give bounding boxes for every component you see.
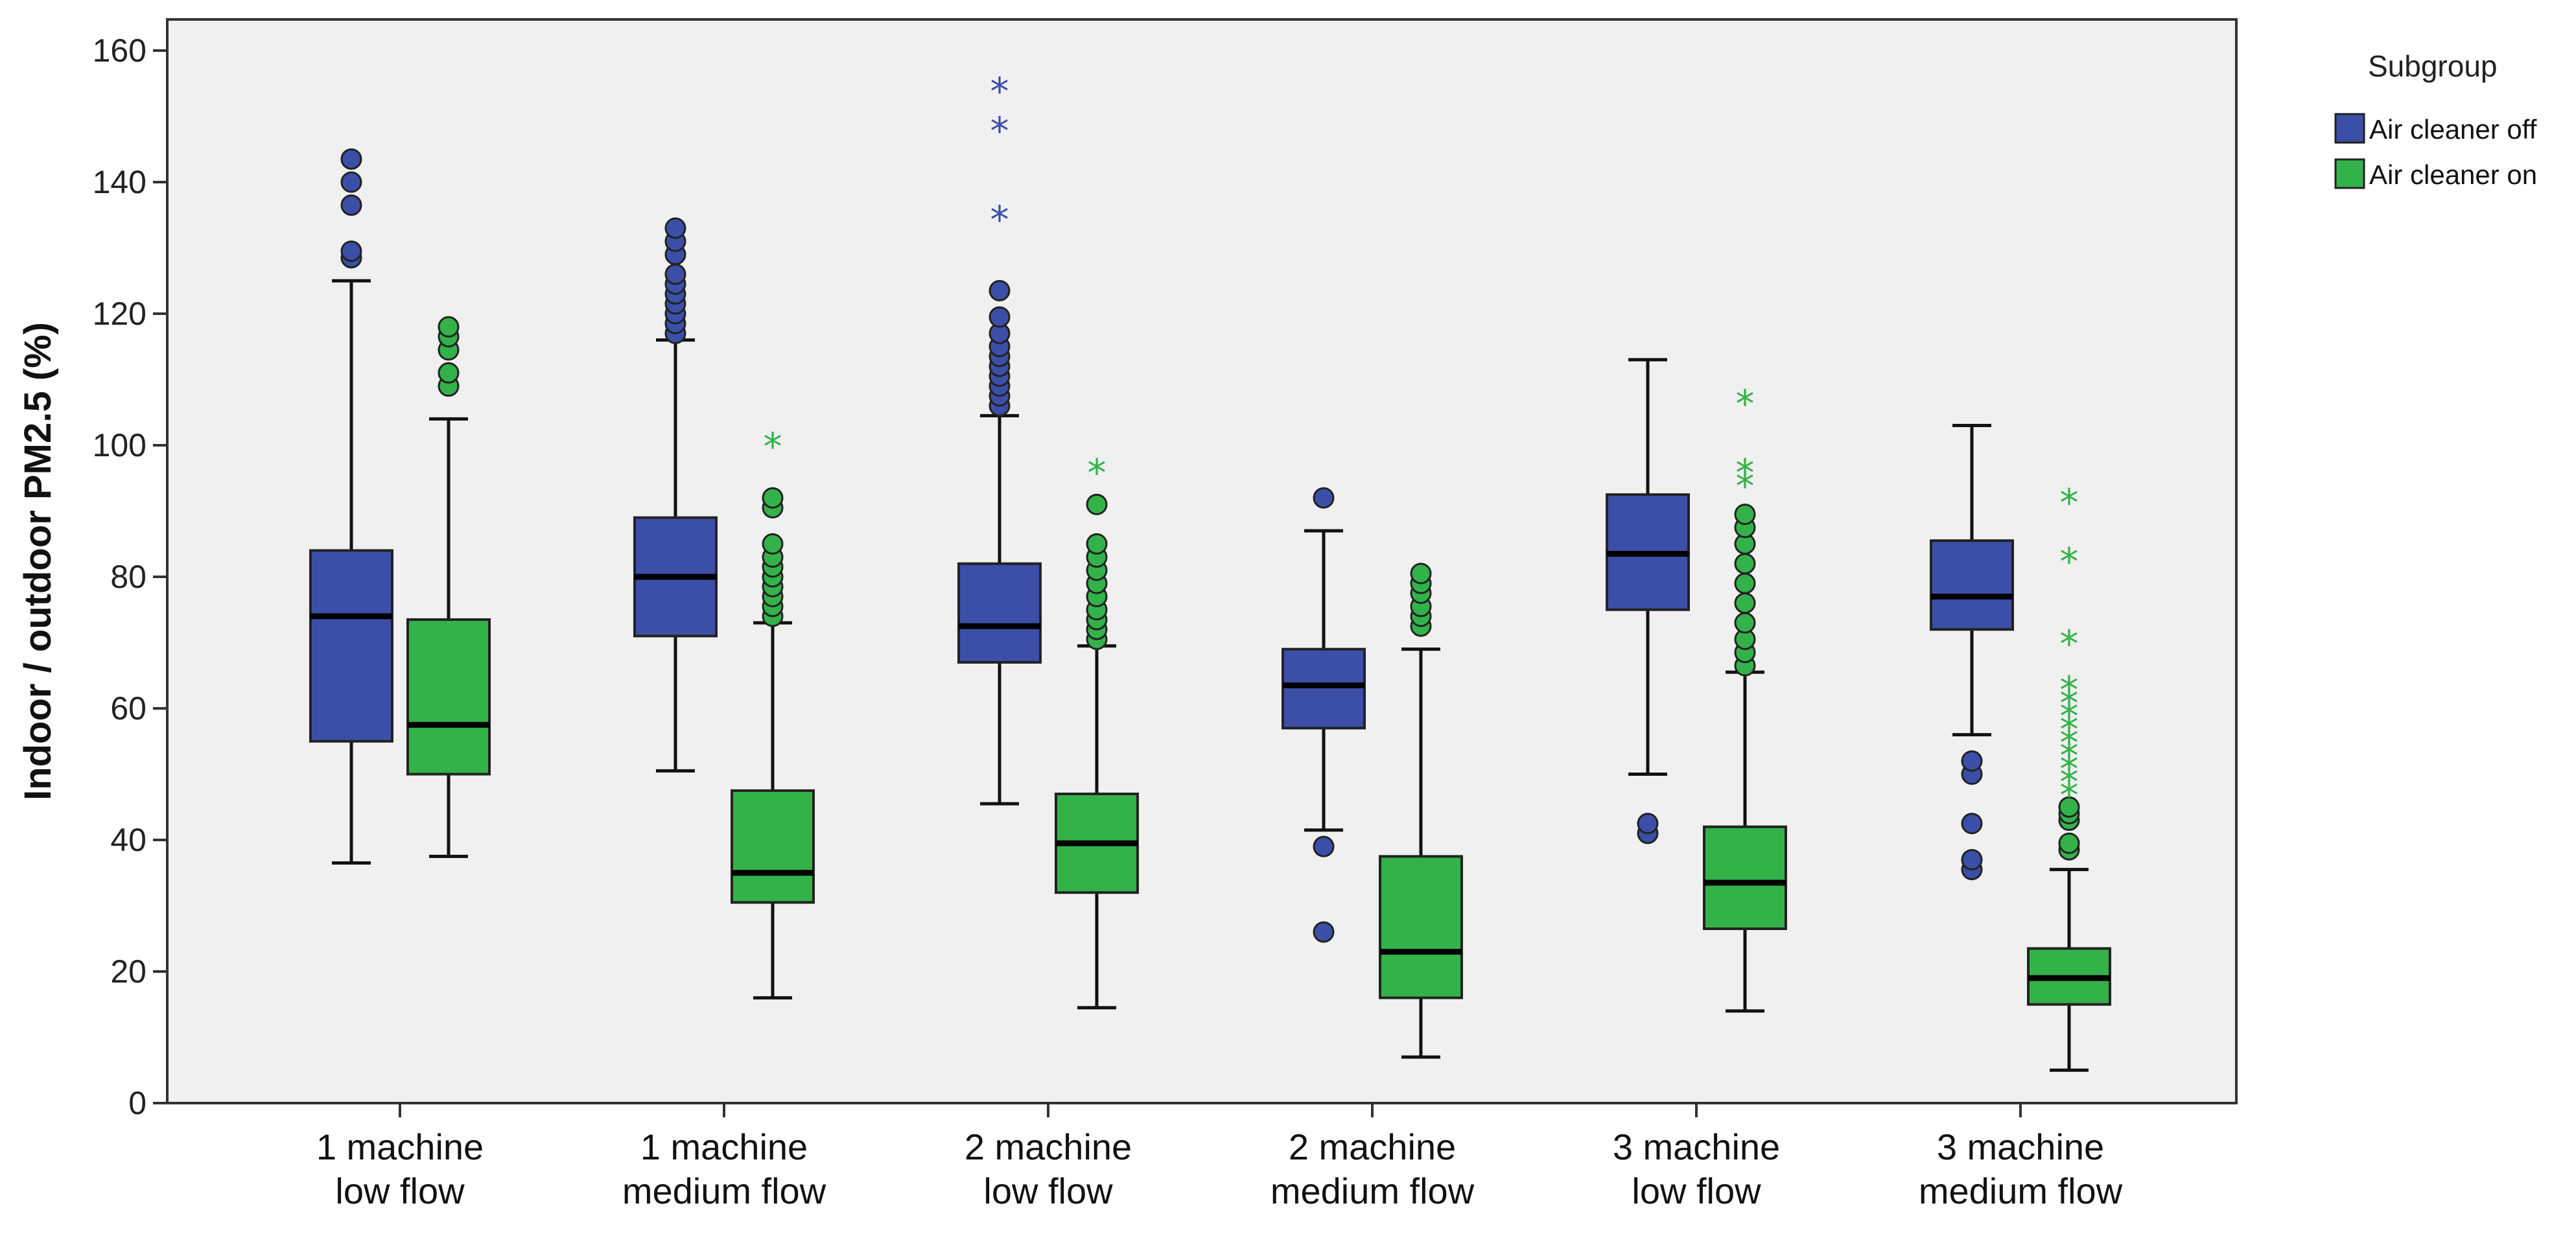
- extreme-point: *: [990, 198, 1009, 242]
- x-tick-label-line1: 1 machine: [316, 1126, 484, 1167]
- extreme-point: *: [2060, 694, 2079, 738]
- outlier-point: [340, 171, 362, 193]
- y-tick-label: 20: [110, 953, 146, 990]
- outlier-point: [1313, 921, 1335, 943]
- iqr-box: [957, 562, 1042, 664]
- extreme-point: *: [2060, 480, 2079, 524]
- x-tick-label-line2: low flow: [1632, 1170, 1761, 1211]
- y-tick-label: 60: [110, 690, 146, 727]
- box-off-4: [1606, 358, 1690, 844]
- x-tick-label-line2: low flow: [335, 1170, 465, 1211]
- iqr-box: [1703, 825, 1787, 931]
- outlier-point: [438, 316, 460, 338]
- legend-label-off: Air cleaner off: [2369, 114, 2537, 145]
- outlier-point: [664, 263, 686, 285]
- x-tick-label-line1: 3 machine: [1613, 1126, 1780, 1167]
- legend: Subgroup Air cleaner off Air cleaner on: [2334, 49, 2537, 190]
- box-on-0: [406, 316, 491, 858]
- extreme-point: *: [1088, 451, 1107, 495]
- legend-swatch-on: [2334, 158, 2365, 189]
- iqr-box: [1379, 855, 1463, 999]
- plot-area: [166, 18, 2238, 1104]
- extreme-point: *: [2060, 540, 2079, 584]
- outlier-point: [1734, 553, 1756, 575]
- outlier-point: [1961, 750, 1983, 772]
- extreme-point: *: [1736, 382, 1755, 426]
- outlier-point: [762, 487, 784, 509]
- y-tick-label: 100: [93, 427, 146, 463]
- y-tick-label: 140: [93, 164, 146, 200]
- outlier-point: [1961, 848, 1983, 870]
- y-tick-label: 80: [110, 559, 146, 595]
- legend-title: Subgroup: [2368, 49, 2498, 83]
- extreme-point: *: [2060, 747, 2079, 791]
- extreme-point: *: [1736, 451, 1755, 495]
- extreme-point: *: [764, 425, 782, 469]
- x-tick-label-line1: 1 machine: [640, 1126, 808, 1167]
- iqr-box: [731, 789, 815, 904]
- box-on-1: *: [731, 425, 815, 1000]
- outlier-point: [340, 194, 362, 216]
- box-off-3: [1282, 487, 1366, 943]
- extreme-point: *: [2060, 721, 2079, 765]
- iqr-box: [406, 618, 491, 776]
- x-tick-label-line2: medium flow: [1919, 1170, 2123, 1211]
- y-axis-label: Indoor / outdoor PM2.5 (%): [17, 322, 59, 800]
- outlier-point: [1086, 533, 1108, 555]
- box-off-5: [1930, 424, 2014, 881]
- extreme-point: *: [2060, 622, 2079, 666]
- outlier-point: [989, 279, 1011, 301]
- outlier-point: [1410, 563, 1432, 585]
- extreme-point: *: [2060, 760, 2079, 804]
- box-off-0: [309, 148, 393, 865]
- x-tick-label-line1: 3 machine: [1937, 1126, 2104, 1167]
- x-tick-label-line1: 2 machine: [1289, 1126, 1456, 1167]
- box-off-2: ***: [957, 69, 1042, 806]
- box-on-2: *: [1055, 451, 1139, 1010]
- iqr-box: [1930, 539, 2014, 631]
- x-tick-label-line2: medium flow: [1270, 1170, 1475, 1211]
- outlier-point: [762, 533, 784, 555]
- outlier-point: [989, 306, 1011, 328]
- extreme-point: *: [2060, 707, 2079, 751]
- legend-label-on: Air cleaner on: [2369, 159, 2537, 190]
- y-tick-label: 0: [128, 1085, 146, 1121]
- outlier-point: [340, 240, 362, 262]
- box-on-5: ************: [2027, 480, 2111, 1072]
- y-tick-label: 120: [93, 296, 146, 332]
- outlier-point: [438, 362, 460, 384]
- iqr-box: [309, 549, 393, 743]
- outlier-point: [1734, 504, 1756, 526]
- outlier-point: [1086, 493, 1108, 515]
- outlier-point: [1734, 612, 1756, 634]
- outlier-point: [1734, 592, 1756, 614]
- x-tick-label-line1: 2 machine: [965, 1126, 1132, 1167]
- extreme-point: *: [1736, 464, 1755, 508]
- extreme-point: *: [2060, 681, 2079, 725]
- outlier-point: [2058, 796, 2080, 818]
- x-tick-label-line2: low flow: [983, 1170, 1113, 1211]
- box-off-1: [633, 217, 718, 773]
- outlier-point: [1313, 835, 1335, 857]
- outlier-point: [1734, 572, 1756, 594]
- extreme-point: *: [2060, 773, 2079, 817]
- outlier-point: [340, 148, 362, 170]
- x-tick-label-line2: medium flow: [622, 1170, 826, 1211]
- extreme-point: *: [990, 109, 1009, 153]
- y-tick-label: 160: [93, 32, 146, 69]
- legend-swatch-off: [2334, 113, 2365, 144]
- iqr-box: [1282, 647, 1366, 730]
- outlier-point: [664, 217, 686, 239]
- outlier-point: [1961, 813, 1983, 835]
- extreme-point: *: [2060, 734, 2079, 778]
- extreme-point: *: [990, 69, 1009, 113]
- box-on-4: ***: [1703, 382, 1787, 1013]
- outlier-point: [1637, 813, 1659, 835]
- outlier-point: [2058, 832, 2080, 854]
- outlier-point: [1313, 487, 1335, 509]
- y-tick-label: 40: [110, 822, 146, 858]
- extreme-point: *: [2060, 668, 2079, 712]
- box-on-3: [1379, 563, 1463, 1059]
